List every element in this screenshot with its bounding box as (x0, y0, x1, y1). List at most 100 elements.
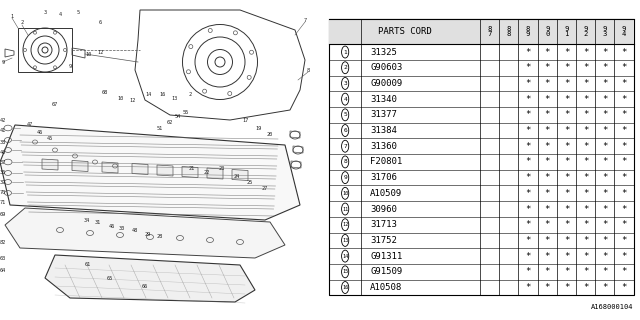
Text: *: * (564, 79, 569, 88)
Text: *: * (621, 48, 627, 57)
Text: 70: 70 (0, 189, 6, 195)
Text: *: * (545, 63, 550, 72)
Text: 63: 63 (0, 255, 6, 260)
Text: 42: 42 (0, 117, 6, 123)
Text: 46: 46 (109, 225, 115, 229)
Text: 1: 1 (10, 13, 13, 19)
Text: 12: 12 (342, 222, 348, 227)
Text: *: * (602, 267, 607, 276)
Text: 5: 5 (343, 112, 347, 117)
Text: *: * (583, 126, 588, 135)
Text: *: * (602, 63, 607, 72)
Text: *: * (602, 252, 607, 260)
Text: *: * (564, 204, 569, 213)
Text: 8
8: 8 8 (507, 26, 511, 37)
Text: 6: 6 (99, 20, 102, 25)
Text: 8: 8 (307, 68, 310, 73)
Text: *: * (545, 204, 550, 213)
Text: 8
7: 8 7 (488, 26, 492, 37)
Polygon shape (157, 165, 173, 176)
Text: 31706: 31706 (370, 173, 397, 182)
Text: *: * (564, 63, 569, 72)
Text: A168000104: A168000104 (591, 304, 634, 310)
Text: 65: 65 (107, 276, 113, 281)
Text: *: * (583, 63, 588, 72)
Text: 16: 16 (159, 92, 165, 98)
Polygon shape (45, 255, 255, 302)
Text: *: * (621, 95, 627, 104)
Text: PARTS CORD: PARTS CORD (378, 27, 431, 36)
Text: 30960: 30960 (370, 204, 397, 213)
Text: 66: 66 (142, 284, 148, 290)
Text: 9: 9 (343, 175, 347, 180)
Text: *: * (545, 110, 550, 119)
Text: 31360: 31360 (370, 142, 397, 151)
Text: 9: 9 (1, 60, 4, 65)
Text: *: * (621, 220, 627, 229)
Text: 4: 4 (343, 97, 347, 102)
Text: 2: 2 (20, 20, 24, 26)
Text: *: * (564, 220, 569, 229)
Text: 31340: 31340 (370, 95, 397, 104)
Text: 20: 20 (267, 132, 273, 138)
Text: *: * (545, 236, 550, 245)
Text: *: * (621, 110, 627, 119)
Text: 13: 13 (342, 238, 348, 243)
Text: 8
9: 8 9 (526, 26, 530, 37)
Text: *: * (564, 189, 569, 198)
Text: 67: 67 (52, 102, 58, 108)
Text: *: * (621, 157, 627, 166)
Text: 15: 15 (342, 269, 348, 274)
Text: 9
4: 9 4 (622, 26, 627, 37)
Text: 47: 47 (27, 122, 33, 126)
Text: *: * (583, 48, 588, 57)
Text: 13: 13 (171, 95, 177, 100)
Text: *: * (564, 173, 569, 182)
Text: 6: 6 (343, 128, 347, 133)
Text: 45: 45 (47, 137, 53, 141)
Text: 51: 51 (157, 125, 163, 131)
Text: 3: 3 (44, 10, 47, 14)
Text: *: * (564, 157, 569, 166)
Polygon shape (5, 208, 285, 258)
Text: 82: 82 (0, 239, 6, 244)
Text: *: * (621, 142, 627, 151)
Text: 40: 40 (0, 149, 6, 155)
Text: *: * (545, 157, 550, 166)
Text: 24: 24 (234, 173, 240, 179)
Text: 30: 30 (119, 227, 125, 231)
Text: *: * (564, 95, 569, 104)
Text: G90603: G90603 (370, 63, 403, 72)
Text: 27: 27 (262, 186, 268, 190)
Text: *: * (583, 267, 588, 276)
Text: 31384: 31384 (370, 126, 397, 135)
Text: *: * (621, 173, 627, 182)
Text: *: * (583, 236, 588, 245)
Text: *: * (602, 48, 607, 57)
Text: *: * (525, 63, 531, 72)
Text: 34: 34 (84, 218, 90, 222)
Text: *: * (602, 173, 607, 182)
Bar (330, 19, 634, 44)
Text: 36: 36 (0, 170, 6, 174)
Text: 55: 55 (183, 109, 189, 115)
Text: 69: 69 (0, 212, 6, 218)
Text: *: * (602, 204, 607, 213)
Text: *: * (525, 220, 531, 229)
Text: 64: 64 (0, 268, 6, 273)
Text: *: * (564, 283, 569, 292)
Text: A10508: A10508 (370, 283, 403, 292)
Text: 7: 7 (303, 18, 307, 22)
Text: 48: 48 (132, 228, 138, 234)
Text: 9
1: 9 1 (564, 26, 568, 37)
Text: 31752: 31752 (370, 236, 397, 245)
Text: 1: 1 (343, 50, 347, 54)
Text: 68: 68 (102, 90, 108, 94)
Text: *: * (621, 79, 627, 88)
Text: *: * (583, 204, 588, 213)
Text: *: * (545, 220, 550, 229)
Text: 10: 10 (342, 191, 348, 196)
Text: F20801: F20801 (370, 157, 403, 166)
Text: *: * (621, 189, 627, 198)
Text: 62: 62 (167, 119, 173, 124)
